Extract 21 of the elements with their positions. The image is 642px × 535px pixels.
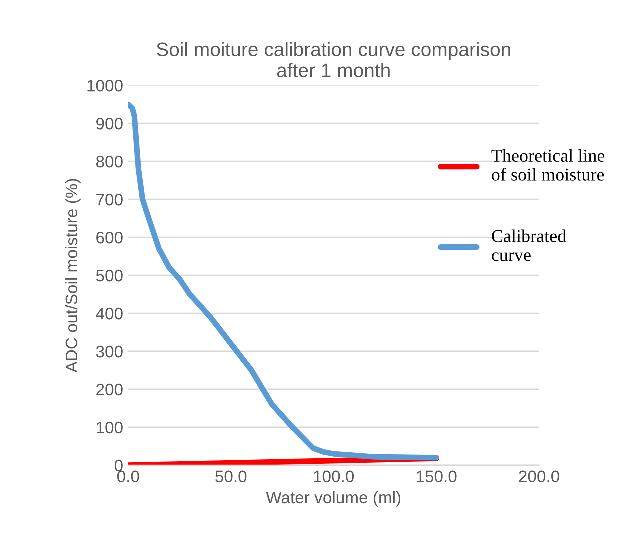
- y-tick-label: 400: [96, 308, 123, 320]
- y-tick-label: 100: [97, 422, 123, 434]
- y-tick-label: 800: [96, 156, 123, 168]
- y-tick-label: 0: [114, 460, 123, 472]
- x-tick-label: 150.0: [416, 470, 457, 483]
- y-tick-label: 1000: [88, 80, 123, 92]
- y-tick-label: 200: [96, 384, 123, 396]
- x-tick-label: 100.0: [314, 470, 354, 483]
- x-tick-label: 50.0: [216, 470, 247, 483]
- y-tick-label: 600: [96, 232, 123, 244]
- y-tick-label: 500: [96, 270, 123, 282]
- x-tick-label: 0.0: [117, 470, 140, 483]
- y-axis-title: ADC out/Soil moisture (%): [65, 179, 81, 373]
- legend-label: Theoretical line of soil moisture: [492, 149, 605, 181]
- y-tick-label: 900: [96, 118, 123, 130]
- y-tick-label: 300: [96, 346, 123, 358]
- x-axis-title: Water volume (ml): [266, 491, 401, 507]
- x-tick-label: 200.0: [519, 470, 560, 483]
- y-tick-label: 700: [96, 194, 123, 206]
- chart-title: Soil moiture calibration curve comparison after 1 month: [156, 42, 510, 78]
- legend-label: Calibrated curve: [492, 230, 566, 262]
